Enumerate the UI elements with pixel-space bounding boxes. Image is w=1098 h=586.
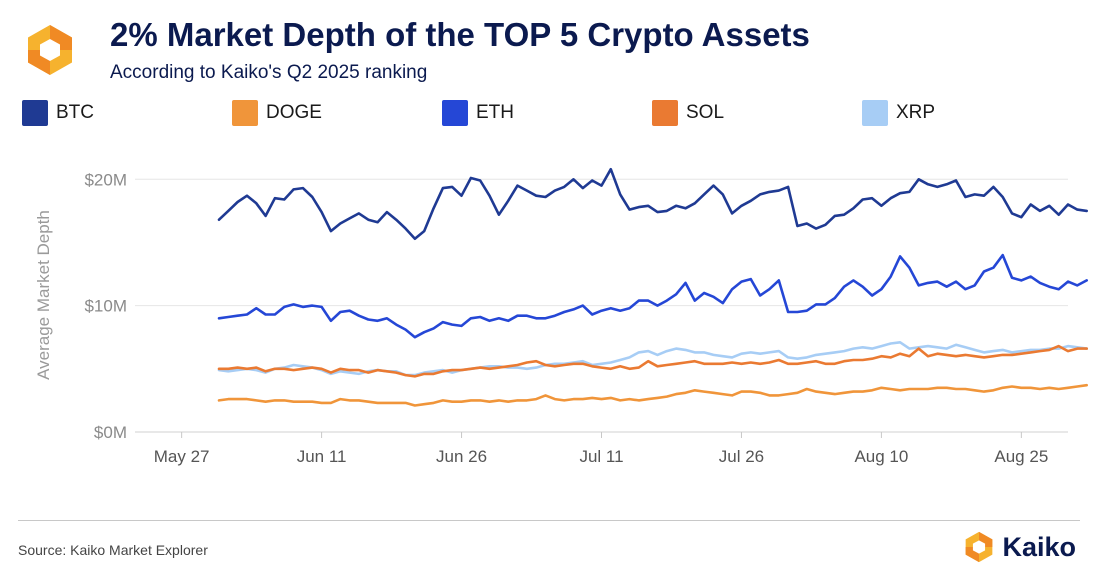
chart-title: 2% Market Depth of the TOP 5 Crypto Asse… xyxy=(110,16,810,53)
kaiko-logo-icon xyxy=(28,25,72,75)
x-tick-label: May 27 xyxy=(154,447,210,466)
legend-item-eth[interactable]: ETH xyxy=(442,100,514,126)
series-line-eth[interactable] xyxy=(217,253,1088,339)
brand-name: Kaiko xyxy=(1002,531,1076,562)
series-line-doge[interactable] xyxy=(217,383,1088,407)
legend-item-doge[interactable]: DOGE xyxy=(232,100,322,126)
chart-legend: BTC DOGE ETH SOL XRP xyxy=(0,100,1098,130)
x-tick-label: Jul 26 xyxy=(719,447,764,466)
brand-logo[interactable]: Kaiko xyxy=(962,530,1076,564)
y-axis-label: Average Market Depth xyxy=(34,210,53,380)
axis-layer: $0M $10M $20M May 27 Jun 11 Jun 26 Jul 11 Jul 2… xyxy=(84,170,1068,466)
legend-label-doge: DOGE xyxy=(266,102,322,123)
x-tick-label: Jul 11 xyxy=(579,447,623,466)
legend-item-sol[interactable]: SOL xyxy=(652,100,724,126)
legend-label-btc: BTC xyxy=(56,102,94,123)
series-line-sol[interactable] xyxy=(217,344,1088,378)
footer-divider xyxy=(18,520,1080,521)
legend-swatch-xrp xyxy=(862,100,888,126)
grid-layer xyxy=(135,178,1068,433)
legend-swatch-btc xyxy=(22,100,48,126)
series-layer xyxy=(217,167,1088,407)
legend-label-eth: ETH xyxy=(476,102,514,123)
chart-subtitle: According to Kaiko's Q2 2025 ranking xyxy=(110,62,428,83)
legend-item-xrp[interactable]: XRP xyxy=(862,100,935,126)
x-tick-label: Jun 26 xyxy=(436,447,487,466)
legend-item-btc[interactable]: BTC xyxy=(22,100,94,126)
legend-swatch-eth xyxy=(442,100,468,126)
legend-swatch-sol xyxy=(652,100,678,126)
x-tick-label: Aug 25 xyxy=(994,447,1048,466)
y-tick-label: $10M xyxy=(84,297,127,316)
legend-label-sol: SOL xyxy=(686,102,725,123)
kaiko-brand-icon xyxy=(966,531,993,563)
legend-swatch-doge xyxy=(232,100,258,126)
source-note: Source: Kaiko Market Explorer xyxy=(18,542,208,558)
x-tick-label: Aug 10 xyxy=(854,447,908,466)
series-line-btc[interactable] xyxy=(217,167,1088,240)
x-tick-label: Jun 11 xyxy=(297,447,347,466)
y-tick-label: $20M xyxy=(84,170,127,189)
y-tick-label: $0M xyxy=(94,423,127,442)
legend-label-xrp: XRP xyxy=(896,102,936,123)
market-depth-line-chart: $0M $10M $20M May 27 Jun 11 Jun 26 Jul 11 Jul 2… xyxy=(34,167,1088,466)
